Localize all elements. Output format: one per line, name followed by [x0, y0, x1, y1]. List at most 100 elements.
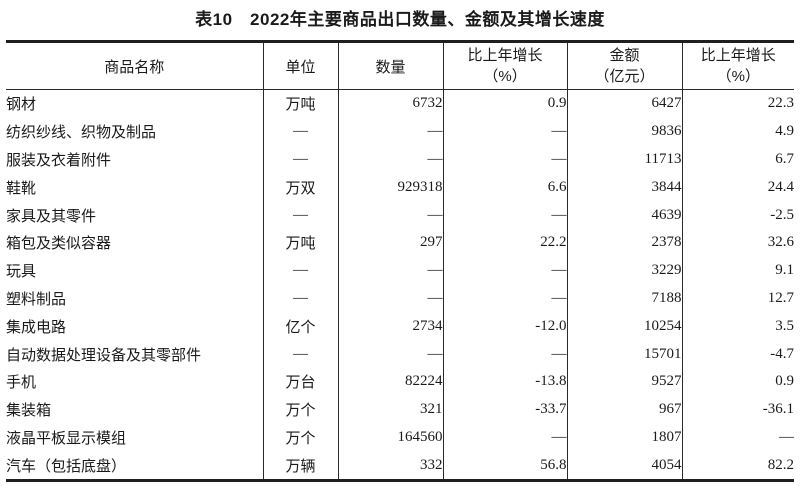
- cell-quantity: —: [338, 117, 444, 146]
- cell-unit: 亿个: [263, 312, 339, 341]
- cell-unit: 万辆: [263, 451, 339, 481]
- table-row: 家具及其零件 — — — 4639 -2.5: [6, 201, 794, 229]
- cell-quantity-growth: —: [443, 117, 568, 146]
- header-quantity: 数量: [338, 41, 444, 90]
- table-row: 玩具 — — — 3229 9.1: [6, 256, 794, 285]
- cell-amount-growth: 24.4: [767, 178, 794, 195]
- cell-unit: 万个: [263, 423, 339, 452]
- table-row: 汽车（包括底盘） 万辆 332 56.8 4054 82.2: [6, 451, 794, 481]
- header-amount-growth-line2: （%）: [716, 68, 760, 85]
- cell-amount-growth: 3.5: [775, 317, 794, 334]
- table-row: 集成电路 亿个 2734 -12.0 10254 3.5: [6, 312, 794, 341]
- cell-quantity: 2734: [338, 312, 444, 341]
- cell-unit: 万个: [263, 395, 339, 424]
- cell-amount: 7188: [567, 284, 683, 313]
- cell-product: 家具及其零件: [6, 201, 264, 229]
- cell-quantity: —: [338, 256, 444, 285]
- table-row: 集装箱 万个 321 -33.7 967 -36.1: [6, 395, 794, 424]
- cell-amount: 9836: [567, 117, 683, 146]
- cell-unit: 万双: [263, 173, 339, 202]
- table-body: 钢材 万吨 6732 0.9 6427 22.3 纺织纱线、织物及制品 — — …: [6, 89, 794, 481]
- cell-quantity-growth: —: [443, 340, 568, 368]
- table-header: 商品名称 单位 数量 比上年增长 （%） 金额 （亿元） 比上年增长 （%）: [6, 41, 794, 90]
- cell-quantity-growth: —: [443, 256, 568, 285]
- header-amount-growth-line1: 比上年增长: [700, 47, 776, 64]
- cell-quantity: 164560: [338, 423, 444, 452]
- cell-amount: 1807: [567, 423, 683, 452]
- header-quantity-growth-line1: 比上年增长: [467, 47, 543, 64]
- cell-product: 箱包及类似容器: [6, 228, 264, 257]
- cell-quantity-growth: —: [443, 284, 568, 313]
- cell-product: 鞋靴: [6, 173, 264, 202]
- header-amount-line1: 金额: [609, 47, 640, 64]
- cell-amount: 11713: [567, 145, 683, 174]
- cell-amount: 4054: [567, 451, 683, 481]
- table-row: 鞋靴 万双 929318 6.6 3844 24.4: [6, 173, 794, 202]
- export-commodities-table: 商品名称 单位 数量 比上年增长 （%） 金额 （亿元） 比上年增长 （%）: [6, 40, 794, 483]
- table-row: 自动数据处理设备及其零部件 — — — 15701 -4.7: [6, 340, 794, 368]
- table-header-row: 商品名称 单位 数量 比上年增长 （%） 金额 （亿元） 比上年增长 （%）: [6, 41, 794, 90]
- cell-product: 纺织纱线、织物及制品: [6, 117, 264, 146]
- cell-amount-growth: 32.6: [767, 234, 794, 251]
- table-row: 钢材 万吨 6732 0.9 6427 22.3: [6, 89, 794, 118]
- header-unit: 单位: [263, 41, 339, 90]
- header-amount-line2: （亿元）: [594, 68, 655, 85]
- cell-quantity-growth: 22.2: [443, 228, 568, 257]
- header-quantity-growth-line2: （%）: [483, 68, 527, 85]
- cell-quantity: 6732: [338, 89, 444, 118]
- cell-amount-growth: 4.9: [775, 123, 794, 140]
- cell-quantity: —: [338, 284, 444, 313]
- cell-unit: —: [263, 340, 339, 368]
- cell-quantity: 297: [338, 228, 444, 257]
- cell-quantity-growth: 56.8: [443, 451, 568, 481]
- cell-amount: 10254: [567, 312, 683, 341]
- cell-product: 集装箱: [6, 395, 264, 424]
- cell-quantity-growth: -12.0: [443, 312, 568, 341]
- table-title: 表10 2022年主要商品出口数量、金额及其增长速度: [195, 10, 605, 29]
- cell-product: 玩具: [6, 256, 264, 285]
- table-row: 手机 万台 82224 -13.8 9527 0.9: [6, 367, 794, 396]
- cell-amount-growth: —: [779, 428, 794, 445]
- cell-quantity: 929318: [338, 173, 444, 202]
- cell-unit: —: [263, 117, 339, 146]
- cell-unit: —: [263, 256, 339, 285]
- cell-product: 自动数据处理设备及其零部件: [6, 340, 264, 368]
- cell-amount: 15701: [567, 340, 683, 368]
- cell-quantity-growth: -33.7: [443, 395, 568, 424]
- cell-quantity: —: [338, 201, 444, 229]
- cell-quantity: 82224: [338, 367, 444, 396]
- cell-amount-growth: 22.3: [767, 95, 794, 112]
- header-quantity-growth: 比上年增长 （%）: [443, 41, 568, 90]
- cell-product: 集成电路: [6, 312, 264, 341]
- cell-quantity-growth: 0.9: [443, 89, 568, 118]
- cell-product: 服装及衣着附件: [6, 145, 264, 174]
- cell-quantity-growth: 6.6: [443, 173, 568, 202]
- cell-amount: 9527: [567, 367, 683, 396]
- cell-amount-growth: -4.7: [770, 345, 794, 362]
- table-row: 箱包及类似容器 万吨 297 22.2 2378 32.6: [6, 228, 794, 257]
- header-amount-growth: 比上年增长 （%）: [682, 41, 794, 90]
- cell-amount-growth: 9.1: [775, 262, 794, 279]
- cell-product: 汽车（包括底盘）: [6, 451, 264, 481]
- cell-quantity-growth: —: [443, 423, 568, 452]
- cell-product: 液晶平板显示模组: [6, 423, 264, 452]
- cell-amount-growth: -2.5: [770, 206, 794, 223]
- cell-amount: 4639: [567, 201, 683, 229]
- table-row: 服装及衣着附件 — — — 11713 6.7: [6, 145, 794, 174]
- cell-amount: 3844: [567, 173, 683, 202]
- cell-quantity-growth: -13.8: [443, 367, 568, 396]
- cell-amount-growth: 6.7: [775, 150, 794, 167]
- cell-amount-growth: 12.7: [767, 289, 794, 306]
- cell-unit: —: [263, 201, 339, 229]
- cell-amount: 967: [567, 395, 683, 424]
- table-row: 塑料制品 — — — 7188 12.7: [6, 284, 794, 313]
- cell-quantity: 332: [338, 451, 444, 481]
- cell-quantity: —: [338, 340, 444, 368]
- cell-unit: 万吨: [263, 89, 339, 118]
- cell-quantity: —: [338, 145, 444, 174]
- header-product: 商品名称: [6, 41, 264, 90]
- cell-amount: 2378: [567, 228, 683, 257]
- cell-amount-growth: 82.2: [767, 456, 794, 473]
- cell-product: 钢材: [6, 89, 264, 118]
